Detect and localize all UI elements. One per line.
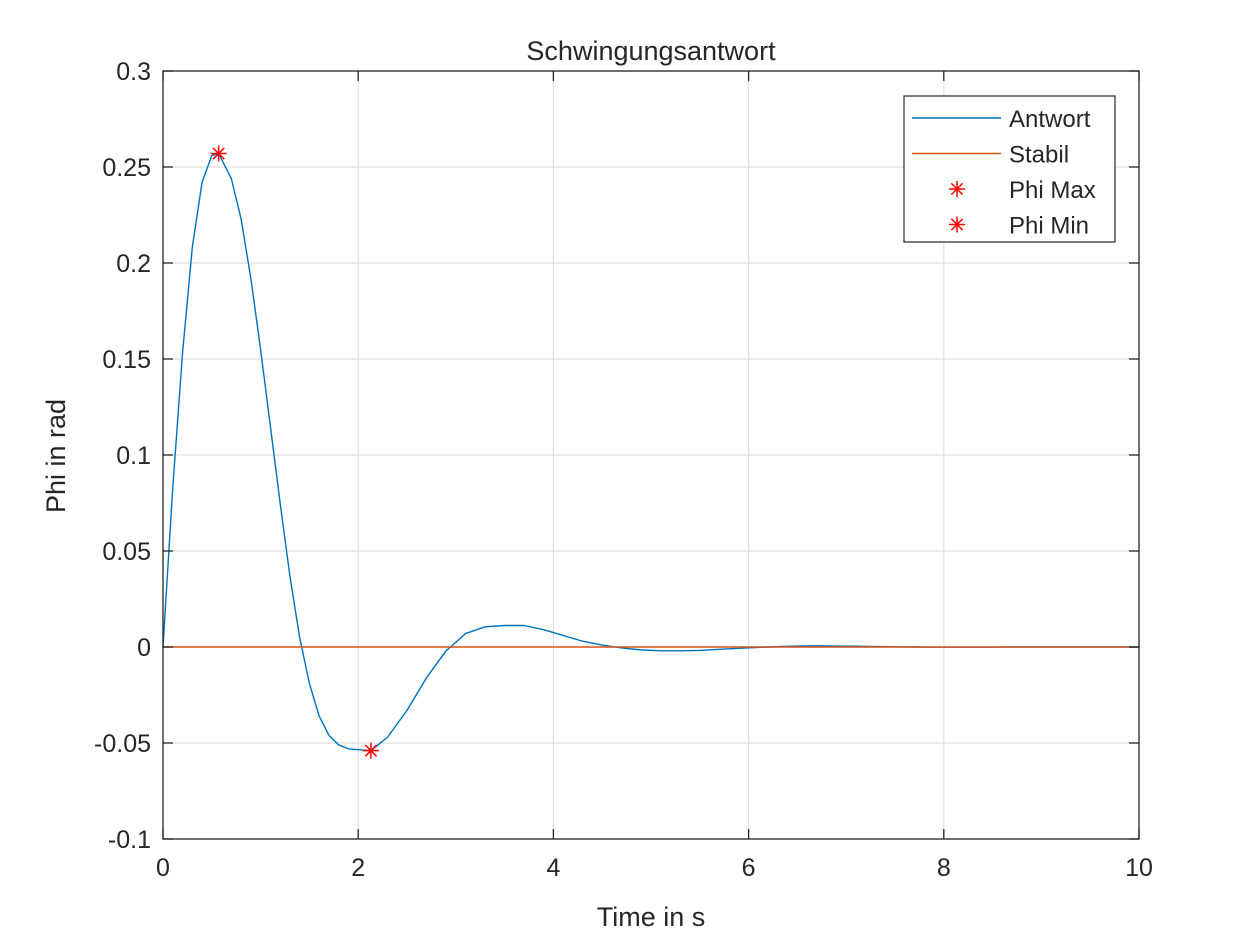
y-tick-label: 0.3 bbox=[116, 58, 151, 86]
data-point-phi-min bbox=[362, 742, 379, 759]
legend-marker-phi-max bbox=[949, 181, 965, 197]
x-tick-label: 6 bbox=[742, 854, 756, 882]
data-point-phi-max bbox=[210, 145, 227, 162]
x-axis-label: Time in s bbox=[597, 902, 706, 932]
y-tick-label: 0 bbox=[137, 634, 151, 662]
legend-label-phi-max: Phi Max bbox=[1009, 177, 1096, 204]
y-tick-label: -0.1 bbox=[108, 826, 151, 854]
x-tick-label: 2 bbox=[351, 854, 365, 882]
x-tick-label: 0 bbox=[156, 854, 170, 882]
legend-box bbox=[903, 95, 1116, 243]
y-tick-label: 0.1 bbox=[116, 442, 151, 470]
x-tick-label: 10 bbox=[1125, 854, 1153, 882]
legend: Antwort Stabil Phi Max Phi Min bbox=[903, 95, 1116, 243]
legend-marker-phi-min bbox=[949, 216, 965, 233]
chart-title: Schwingungsantwort bbox=[526, 36, 776, 66]
legend-label-antwort: Antwort bbox=[1009, 106, 1091, 133]
y-axis-label: Phi in rad bbox=[41, 399, 71, 513]
y-tick-label: 0.25 bbox=[102, 154, 151, 182]
x-tick-label: 4 bbox=[546, 854, 560, 882]
x-tick-label: 8 bbox=[937, 854, 951, 882]
y-tick-label: 0.15 bbox=[102, 346, 151, 374]
y-tick-label: 0.2 bbox=[116, 250, 151, 278]
y-tick-label: 0.05 bbox=[102, 538, 151, 566]
y-tick-label: -0.05 bbox=[94, 730, 151, 758]
legend-label-stabil: Stabil bbox=[1009, 142, 1069, 169]
legend-label-phi-min: Phi Min bbox=[1009, 213, 1089, 240]
axis-ticks: 0 2 4 6 8 10 -0.1 -0.05 0 0.05 0.1 0.15 0.2 0.25 0.3 bbox=[94, 58, 1153, 882]
plot-series bbox=[162, 145, 1139, 759]
